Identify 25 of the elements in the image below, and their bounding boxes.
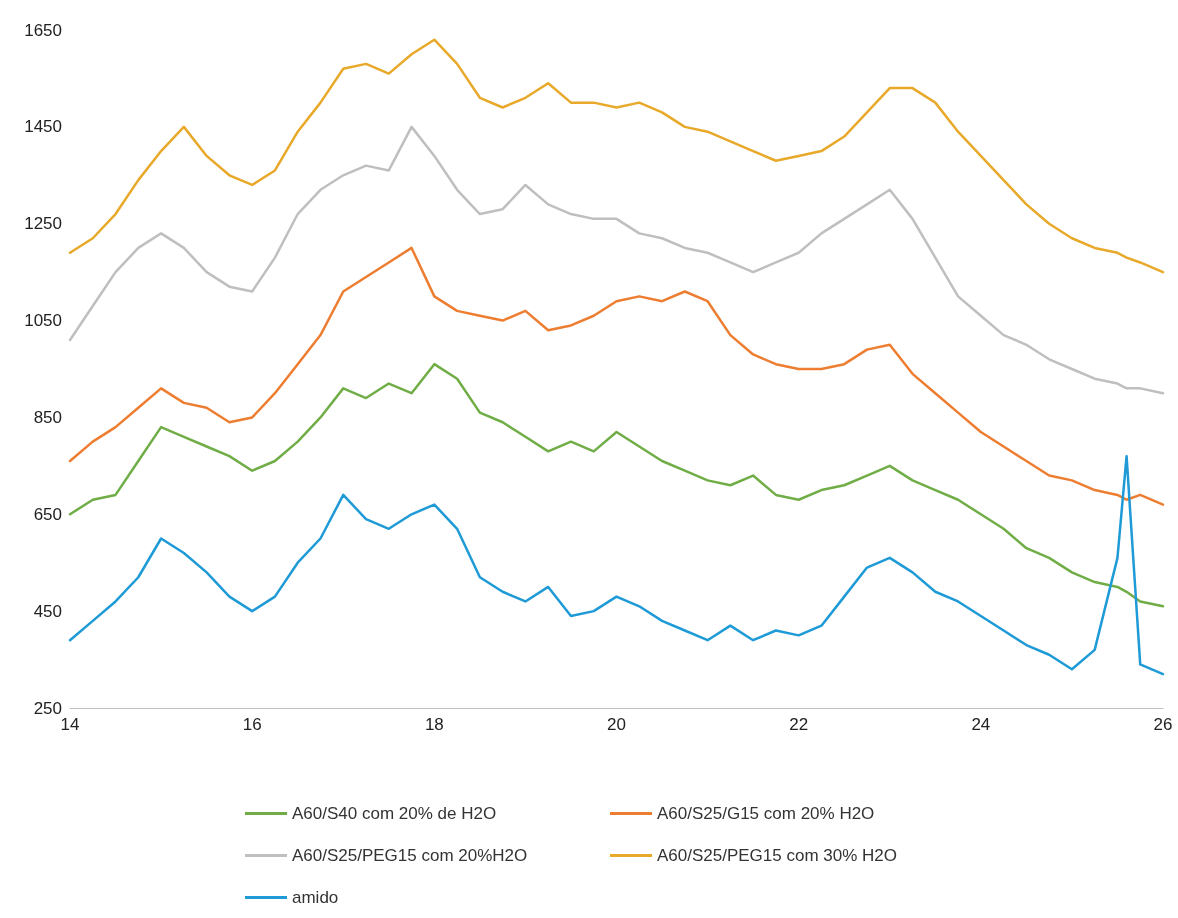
y-tick-label: 250 — [33, 698, 62, 718]
legend-label: A60/S40 com 20% de H2O — [292, 804, 497, 823]
legend-label: A60/S25/PEG15 com 30% H2O — [657, 846, 898, 865]
x-tick-label: 20 — [607, 715, 626, 734]
line-series — [68, 38, 1165, 274]
line-series — [68, 246, 1165, 506]
x-tick-label: 26 — [1153, 715, 1173, 734]
legend-label: A60/S25/G15 com 20% H2O — [657, 804, 875, 823]
line-series — [68, 454, 1165, 676]
legend-label: A60/S25/PEG15 com 20%H2O — [292, 846, 528, 865]
x-tick-label: 14 — [60, 715, 80, 734]
y-tick-label: 1050 — [24, 311, 62, 331]
y-tick-label: 850 — [33, 407, 62, 427]
legend-label: amido — [292, 888, 339, 907]
x-tick-label: 16 — [242, 715, 262, 734]
x-tick-label: 24 — [971, 715, 991, 734]
line-series — [68, 362, 1165, 608]
y-tick-label: 650 — [33, 504, 62, 524]
line-series — [68, 125, 1165, 395]
y-tick-label: 1650 — [24, 20, 62, 40]
x-tick-label: 18 — [424, 715, 444, 734]
x-tick-label: 22 — [789, 715, 809, 734]
y-tick-label: 1450 — [24, 117, 62, 137]
y-tick-label: 1250 — [24, 214, 62, 234]
y-tick-label: 450 — [33, 601, 62, 621]
